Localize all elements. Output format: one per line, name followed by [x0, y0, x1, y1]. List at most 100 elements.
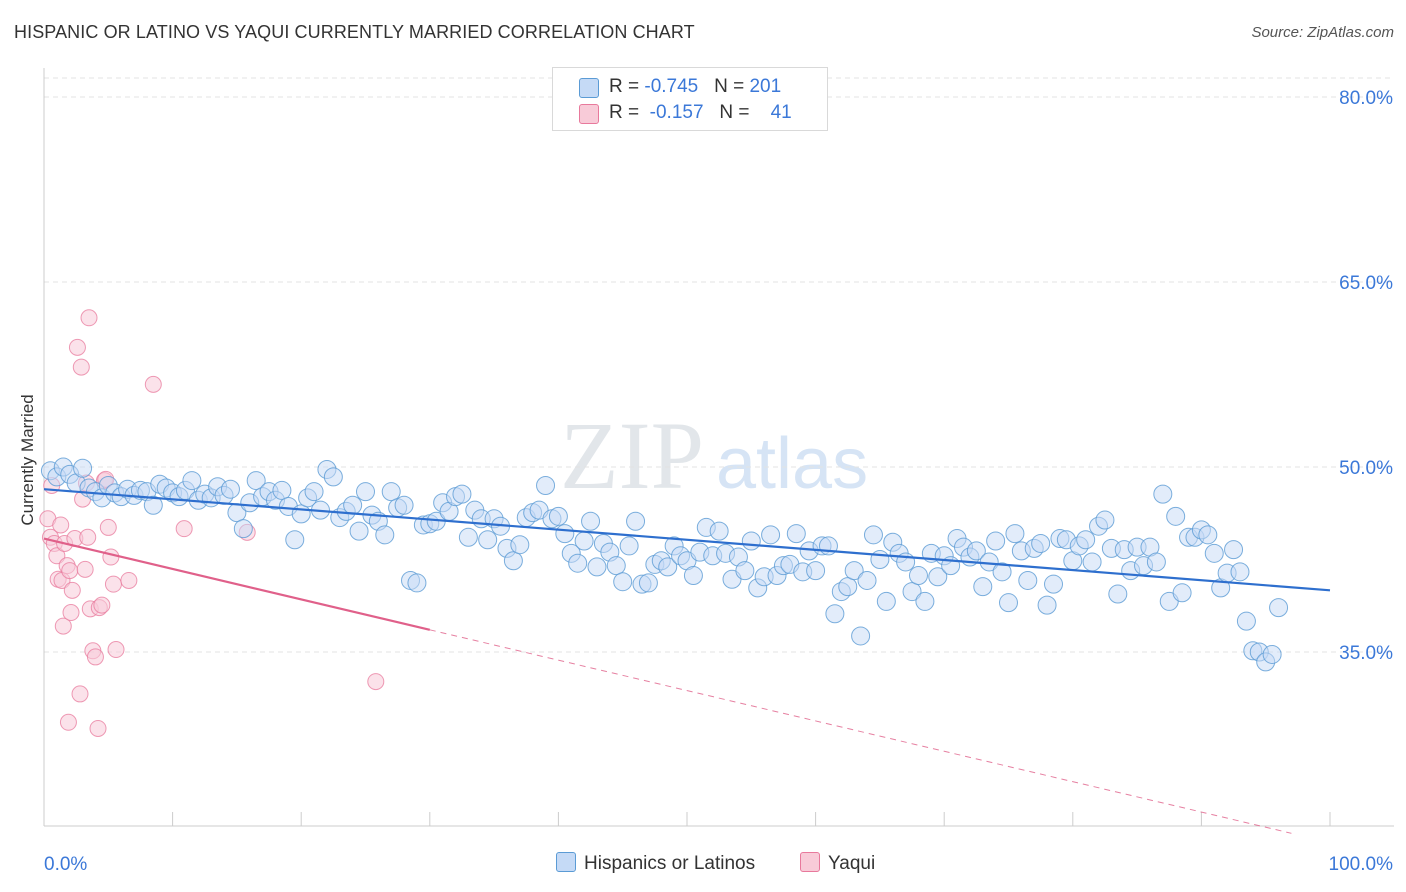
hispanic-point — [1236, 611, 1256, 631]
hispanic-point — [806, 561, 826, 581]
yaqui-point — [48, 547, 66, 565]
hispanic-point — [1095, 510, 1115, 530]
source-label: Source: ZipAtlas.com — [1251, 24, 1394, 41]
hispanic-point — [220, 479, 240, 499]
hispanic-point — [407, 573, 427, 593]
hispanic-point — [876, 591, 896, 611]
hispanic-point — [928, 567, 948, 587]
hispanic-point — [761, 525, 781, 545]
hispanic-point — [838, 577, 858, 597]
hispanic-point — [323, 467, 343, 487]
hispanic-point — [619, 536, 639, 556]
hispanic-point — [1230, 562, 1250, 582]
hispanic-point — [1018, 570, 1038, 590]
bottom-legend-hispanic: Hispanics or Latinos — [556, 852, 755, 875]
y-tick-label: 50.0% — [1339, 458, 1393, 479]
yaqui-point — [68, 338, 86, 356]
yaqui-point — [76, 560, 94, 578]
tick-labels: 35.0% 50.0% 65.0% 80.0% 0.0% 100.0% — [44, 88, 1393, 875]
hispanic-point — [581, 511, 601, 531]
hispanic-point — [478, 530, 498, 550]
hispanic-point — [966, 541, 986, 561]
legend-r-label: R = — [609, 76, 645, 97]
hispanic-point — [291, 504, 311, 524]
hispanic-point — [606, 556, 626, 576]
axes — [43, 68, 1394, 827]
legend-text-hispanic: R = -0.745 N = 201 — [609, 76, 781, 98]
yaqui-point — [89, 719, 107, 737]
yaqui-trend-extension — [429, 629, 1292, 834]
hispanic-point — [503, 551, 523, 571]
legend-n-label: N = — [714, 76, 750, 97]
hispanic-point — [1153, 484, 1173, 504]
hispanic-point — [349, 521, 369, 541]
hispanic-point — [1224, 540, 1244, 560]
hispanic-point — [999, 593, 1018, 613]
yaqui-point — [93, 596, 111, 614]
hispanic-trend-line — [43, 488, 1331, 592]
hispanic-point — [902, 582, 922, 602]
hispanic-point — [1108, 584, 1128, 604]
hispanic-point — [458, 527, 478, 547]
legend-n-value: 41 — [770, 102, 792, 123]
y-tick-label: 65.0% — [1339, 273, 1393, 294]
watermark-zip: ZIP — [560, 402, 704, 509]
legend-text-yaqui: R = -0.157 N = 41 — [609, 102, 792, 124]
hispanic-point — [658, 557, 678, 577]
hispanic-point — [709, 521, 729, 541]
hispanic-point — [1044, 574, 1064, 594]
legend-r-value: -0.157 — [649, 102, 704, 123]
hispanic-point — [548, 506, 568, 526]
yaqui-point — [104, 575, 122, 593]
hispanic-point — [1005, 524, 1025, 544]
yaqui-point — [71, 685, 89, 703]
hispanic-point — [786, 524, 806, 544]
yaqui-point — [175, 520, 193, 538]
hispanic-point — [304, 482, 324, 502]
yaqui-trend-line — [43, 537, 431, 631]
yaqui-point — [80, 309, 98, 327]
hispanic-point — [844, 561, 864, 581]
yaqui-point — [102, 548, 120, 566]
y-tick-label: 35.0% — [1339, 643, 1393, 664]
trend-lines — [43, 488, 1331, 834]
hispanic-point — [626, 511, 646, 531]
yaqui-point — [59, 713, 77, 731]
yaqui-point — [79, 528, 97, 546]
hispanic-point — [992, 562, 1012, 582]
hispanic-point — [870, 550, 890, 569]
hispanic-point — [568, 553, 588, 573]
yaqui-point — [367, 673, 385, 691]
bottom-legend-swatch-hispanic — [556, 852, 576, 872]
hispanic-point — [233, 519, 253, 539]
hispanic-point — [555, 524, 575, 544]
hispanic-point — [143, 495, 163, 515]
legend-r-value: -0.745 — [644, 76, 699, 97]
hispanic-point — [857, 570, 877, 590]
yaqui-point — [86, 648, 104, 666]
yaqui-point — [63, 581, 81, 599]
x-tick-label: 0.0% — [44, 854, 87, 875]
hispanic-point — [825, 604, 845, 624]
bottom-legend-yaqui: Yaqui — [800, 852, 875, 875]
yaqui-point — [120, 571, 138, 589]
hispanic-point — [1037, 595, 1057, 615]
hispanic-point — [613, 572, 633, 592]
bottom-legend-label-yaqui: Yaqui — [828, 853, 876, 874]
hispanic-point — [638, 573, 658, 593]
hispanic-point — [1262, 644, 1282, 664]
y-axis-label: Currently Married — [18, 394, 37, 526]
hispanic-point — [741, 531, 761, 551]
hispanic-point — [587, 557, 607, 577]
yaqui-point — [72, 358, 90, 376]
yaqui-point — [61, 562, 79, 580]
chart-title: HISPANIC OR LATINO VS YAQUI CURRENTLY MA… — [14, 22, 695, 42]
hispanic-point — [574, 531, 594, 551]
yaqui-point — [107, 641, 125, 659]
hispanic-point — [1172, 583, 1192, 603]
gridlines — [44, 77, 1394, 653]
legend-swatch-hispanic — [579, 78, 599, 98]
hispanic-point — [1076, 530, 1096, 550]
y-tick-label: 80.0% — [1339, 88, 1393, 109]
